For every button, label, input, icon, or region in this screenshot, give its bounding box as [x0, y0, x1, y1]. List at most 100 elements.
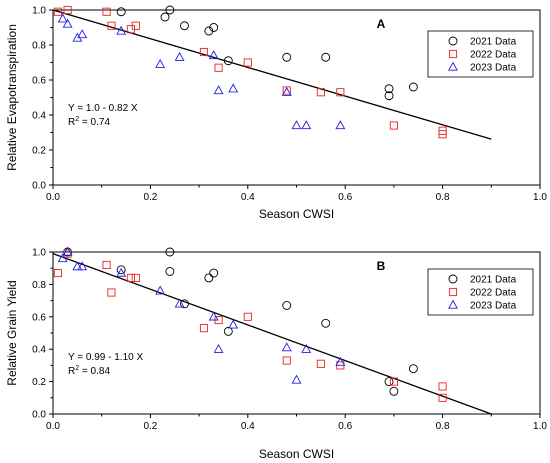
- data-point: [214, 63, 223, 72]
- legend-label: 2022 Data: [470, 50, 517, 61]
- data-point: [165, 247, 175, 257]
- data-point: [116, 25, 127, 35]
- data-point: [126, 273, 135, 282]
- data-point: [228, 83, 239, 93]
- data-point: [291, 374, 302, 384]
- data-point: [77, 261, 88, 271]
- y-tick-label: 0.0: [32, 181, 46, 192]
- regression-line: [52, 9, 492, 140]
- data-point: [321, 52, 331, 62]
- legend-label: 2021 Data: [470, 275, 517, 286]
- data-point: [301, 120, 312, 130]
- data-point: [160, 12, 170, 22]
- data-point: [408, 82, 418, 92]
- data-point: [199, 47, 209, 57]
- r-squared-label: R2 = 0.74: [68, 116, 110, 128]
- data-point: [223, 326, 233, 336]
- data-point: [223, 56, 233, 66]
- y-tick-label: 0.4: [32, 111, 46, 122]
- data-point: [213, 343, 224, 353]
- data-point: [389, 386, 399, 396]
- y-tick-label: 0.6: [32, 76, 46, 87]
- data-point: [243, 58, 252, 67]
- y-axis-title: Relative Grain Yield: [5, 280, 19, 385]
- data-point: [77, 29, 88, 39]
- panel-a: 0.0 0.2 0.4 0.6 0.8 1.0 0.0 0.2 0.4 0.6 0.8 1.0 Seas…: [5, 6, 547, 222]
- legend-label: 2023 Data: [470, 301, 517, 312]
- data-point: [62, 246, 73, 256]
- legend-box: [427, 30, 534, 78]
- panel-b: 0.0 0.2 0.4 0.6 0.8 1.0 0.0 0.2 0.4 0.6 0.8 1.0 Seas…: [5, 246, 547, 461]
- legend-label: 2021 Data: [470, 37, 517, 48]
- data-point: [282, 52, 292, 62]
- data-point: [102, 7, 111, 16]
- x-tick-label: 0.8: [436, 192, 450, 203]
- x-tick-label: 0.2: [143, 421, 157, 432]
- data-point: [116, 7, 126, 17]
- legend-marker: [448, 49, 458, 59]
- data-point: [116, 267, 127, 277]
- y-tick-label: 0.8: [32, 41, 46, 52]
- data-point: [408, 364, 418, 374]
- data-point: [208, 50, 219, 60]
- data-point: [438, 130, 447, 139]
- data-point: [438, 382, 447, 391]
- regression-equation: Y = 1.0 - 0.82 X: [68, 103, 138, 114]
- x-tick-label: 0.8: [436, 421, 450, 432]
- data-point: [335, 120, 346, 130]
- data-point: [53, 269, 62, 278]
- r-squared-prefix: R: [68, 366, 75, 377]
- data-point: [208, 311, 219, 321]
- data-point: [53, 7, 62, 16]
- data-point: [62, 18, 73, 28]
- data-point: [155, 58, 166, 68]
- regression-equation: Y = 0.99 - 1.10 X: [68, 352, 143, 363]
- regression-line: [52, 253, 492, 415]
- data-point: [204, 273, 214, 283]
- data-point: [243, 312, 252, 321]
- x-tick-label: 0.6: [338, 192, 352, 203]
- r-squared-prefix: R: [68, 117, 75, 128]
- y-tick-label: 1.0: [32, 6, 46, 17]
- data-point: [321, 318, 331, 328]
- data-point: [180, 299, 189, 309]
- data-point: [336, 88, 345, 97]
- data-point: [228, 319, 239, 329]
- r-squared-superscript: 2: [75, 116, 79, 123]
- x-tick-label: 0.2: [143, 192, 157, 203]
- r-squared-superscript: 2: [75, 365, 79, 372]
- data-point: [438, 393, 447, 402]
- data-point: [281, 86, 292, 96]
- x-tick-label: 0.0: [46, 192, 60, 203]
- legend: 2021 Data 2022 Data 2023 Data: [427, 268, 534, 316]
- data-point: [213, 85, 224, 95]
- data-point: [165, 266, 175, 276]
- data-point: [389, 377, 398, 386]
- data-point: [291, 120, 302, 130]
- data-point: [282, 86, 291, 95]
- data-point: [282, 301, 292, 310]
- x-tick-label: 1.0: [533, 421, 547, 432]
- data-point: [384, 91, 394, 101]
- panel-label: B: [377, 259, 386, 273]
- legend-label: 2023 Data: [470, 63, 517, 74]
- x-tick-label: 0.0: [46, 421, 60, 432]
- data-point: [174, 51, 185, 61]
- y-tick-label: 0.6: [32, 312, 46, 323]
- data-point: [107, 288, 116, 297]
- data-point: [107, 21, 116, 30]
- y-tick-label: 0.4: [32, 345, 46, 356]
- legend: 2021 Data 2022 Data 2023 Data: [427, 30, 534, 78]
- data-point: [301, 343, 312, 353]
- data-point: [116, 265, 126, 275]
- y-tick-label: 1.0: [32, 248, 46, 259]
- data-point: [384, 84, 394, 94]
- data-point: [155, 285, 166, 295]
- legend-label: 2022 Data: [470, 288, 517, 299]
- data-point: [165, 5, 175, 15]
- legend-marker: [448, 36, 458, 46]
- data-point: [63, 5, 72, 15]
- y-tick-label: 0.2: [32, 377, 46, 388]
- r-squared-label: R2 = 0.84: [68, 365, 110, 377]
